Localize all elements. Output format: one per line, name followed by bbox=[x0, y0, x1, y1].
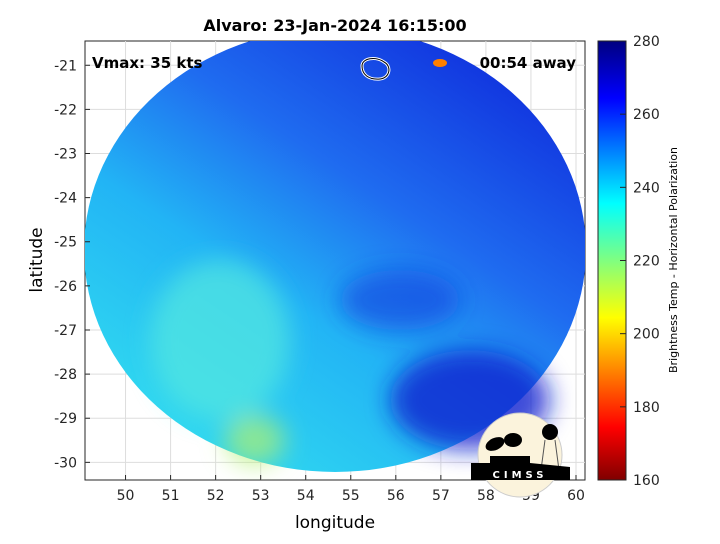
colorbar-tick-label: 240 bbox=[633, 180, 660, 196]
y-tick-label: -24 bbox=[54, 191, 77, 207]
colorbar-tick-label: 180 bbox=[633, 400, 660, 416]
x-tick-label: 57 bbox=[432, 488, 450, 504]
hot-spot bbox=[433, 59, 447, 67]
x-tick-label: 56 bbox=[387, 488, 405, 504]
colorbar-tick-label: 200 bbox=[633, 327, 660, 343]
y-tick-label: -25 bbox=[54, 235, 77, 251]
y-tick-label: -27 bbox=[54, 323, 77, 339]
time-away-label: 00:54 away bbox=[480, 54, 577, 72]
colorbar-tick-label: 280 bbox=[633, 34, 660, 50]
x-tick-label: 54 bbox=[297, 488, 315, 504]
x-tick-label: 58 bbox=[477, 488, 495, 504]
y-tick-label: -23 bbox=[54, 147, 77, 163]
chart-title: Alvaro: 23-Jan-2024 16:15:00 bbox=[203, 16, 466, 35]
colorbar-tick-label: 260 bbox=[633, 107, 660, 123]
y-tick-label: -30 bbox=[54, 455, 77, 471]
colorbar-label: Brightness Temp - Horizontal Polarizatio… bbox=[667, 147, 680, 373]
y-tick-label: -21 bbox=[54, 58, 77, 74]
vmax-label: Vmax: 35 kts bbox=[92, 54, 202, 72]
y-tick-label: -28 bbox=[54, 367, 77, 383]
x-axis-label: longitude bbox=[295, 513, 375, 533]
y-axis-label: latitude bbox=[27, 227, 47, 292]
x-tick-label: 60 bbox=[567, 488, 585, 504]
cold-region bbox=[340, 270, 460, 330]
colorbar-tick-label: 220 bbox=[633, 254, 660, 270]
warm-region bbox=[150, 260, 290, 420]
x-tick-label: 52 bbox=[207, 488, 225, 504]
y-tick-label: -26 bbox=[54, 279, 77, 295]
swath bbox=[85, 41, 585, 472]
y-tick-label: -22 bbox=[54, 102, 77, 118]
colorbar-tick-label: 160 bbox=[633, 473, 660, 489]
y-tick-label: -29 bbox=[54, 411, 77, 427]
colorbar-ticks: 160 180 200 220 240 260 280 bbox=[620, 34, 660, 489]
cimss-logo: CIMSS bbox=[471, 412, 570, 498]
x-tick-label: 50 bbox=[117, 488, 135, 504]
warm-region bbox=[225, 415, 285, 465]
x-tick-label: 55 bbox=[342, 488, 360, 504]
contour bbox=[361, 58, 390, 80]
axis-ticks: 5051525354555657585960-21-22-23-24-25-26… bbox=[54, 58, 585, 504]
x-tick-label: 51 bbox=[162, 488, 180, 504]
x-tick-label: 53 bbox=[252, 488, 270, 504]
svg-text:CIMSS: CIMSS bbox=[493, 470, 548, 481]
